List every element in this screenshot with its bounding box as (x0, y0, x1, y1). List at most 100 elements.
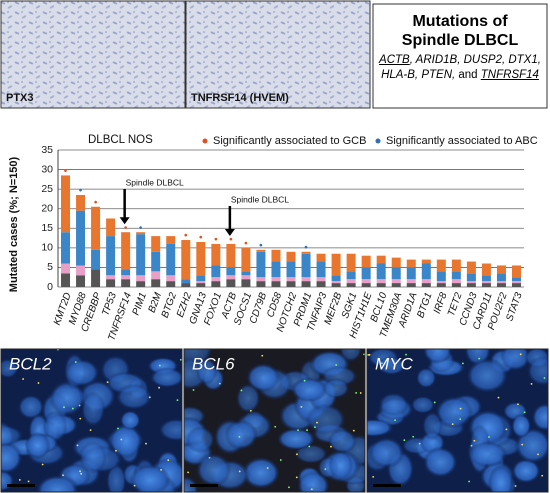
bar-segment (406, 283, 416, 287)
signal (521, 443, 524, 446)
signal (176, 399, 179, 402)
nucleus (185, 426, 216, 454)
fluorescence-image (184, 349, 365, 492)
bar-segment (301, 251, 311, 254)
scale-bar (7, 484, 35, 487)
nucleus (511, 413, 532, 439)
signal (115, 449, 117, 452)
signal (167, 459, 170, 462)
bar-segment (301, 281, 311, 287)
arrow-head (224, 228, 235, 236)
image-label: TNFRSF14 (HVEM) (191, 92, 289, 104)
signal (63, 406, 65, 409)
nucleus (328, 450, 354, 480)
signal (451, 423, 454, 426)
signal (517, 403, 519, 406)
marker: • (244, 238, 248, 249)
subtitle: DLBCL NOS (88, 134, 153, 146)
signal (117, 427, 119, 430)
bar-segment (496, 273, 506, 282)
signal (372, 475, 375, 478)
signal (249, 409, 252, 412)
bar-segment (466, 261, 476, 274)
nucleus (434, 395, 474, 429)
nucleus (305, 403, 347, 436)
bar-segment (151, 271, 161, 280)
bar-segment (121, 275, 131, 280)
nucleus (487, 464, 514, 492)
signal (261, 354, 264, 357)
bar-segment (436, 271, 446, 282)
signal (543, 377, 546, 379)
nucleus (422, 446, 459, 478)
marker: • (214, 235, 218, 246)
signal (459, 407, 462, 410)
signal (148, 396, 151, 399)
bar-segment (286, 277, 296, 282)
signal (80, 472, 83, 475)
nucleus (511, 458, 541, 484)
gene-name: , ARID1B, DUSP2, DTX1, HLA-B, PTEN, (381, 54, 541, 81)
bar-segment (106, 236, 116, 276)
marker: • (229, 235, 233, 246)
y-tick-label: 0 (47, 281, 53, 293)
signal (78, 404, 81, 407)
signal (238, 435, 241, 438)
signal (300, 405, 303, 408)
signal (218, 382, 221, 385)
bar-segment (511, 283, 521, 287)
bar-segment (391, 267, 401, 280)
bar-segment (91, 269, 101, 287)
nucleus (500, 349, 531, 372)
bar-segment (271, 281, 281, 287)
bar-segment (451, 283, 461, 287)
bar-segment (361, 255, 371, 268)
bottom-panel: BCL2 BCL6 MYC (0, 348, 549, 493)
signal (71, 407, 74, 410)
bar-segment (481, 283, 491, 287)
bar-segment (466, 283, 476, 287)
bar-segment (406, 259, 416, 268)
bar-segment (121, 279, 131, 287)
bar-segment (391, 283, 401, 287)
bar-segment (256, 251, 266, 278)
bar-segment (91, 206, 101, 250)
signal (266, 467, 269, 469)
bar-segment (196, 241, 206, 276)
bar-segment (211, 243, 221, 266)
signal (403, 439, 406, 442)
bar-segment (151, 251, 161, 272)
bar-segment (466, 281, 476, 284)
nucleus (290, 377, 328, 403)
bar-segment (241, 275, 251, 280)
signal (158, 386, 161, 389)
bar-segment (481, 275, 491, 282)
bar-segment (331, 281, 341, 284)
scale-bar (373, 484, 401, 487)
signal (478, 357, 481, 360)
signal (530, 383, 533, 385)
gene-name: and (458, 69, 481, 81)
nucleus (415, 367, 437, 389)
nucleus (1, 358, 19, 379)
image-frame (0, 348, 183, 493)
nucleus (184, 475, 199, 492)
scale-bar (190, 484, 218, 487)
signal (352, 429, 355, 432)
signal (394, 419, 396, 422)
marker: • (139, 223, 143, 234)
bar-segment (256, 249, 266, 252)
marker: • (94, 197, 98, 208)
nucleus (378, 392, 410, 416)
bar-segment (346, 271, 356, 280)
nucleus (115, 383, 153, 411)
bar-segment (466, 273, 476, 282)
bar-segment (241, 271, 251, 276)
fluorescence-image (1, 349, 182, 492)
nucleus (276, 427, 316, 451)
signal (497, 396, 500, 399)
bar-segment (211, 277, 221, 282)
bar-segment (376, 283, 386, 287)
bar-segment (166, 243, 176, 276)
bar-segment (76, 265, 86, 276)
